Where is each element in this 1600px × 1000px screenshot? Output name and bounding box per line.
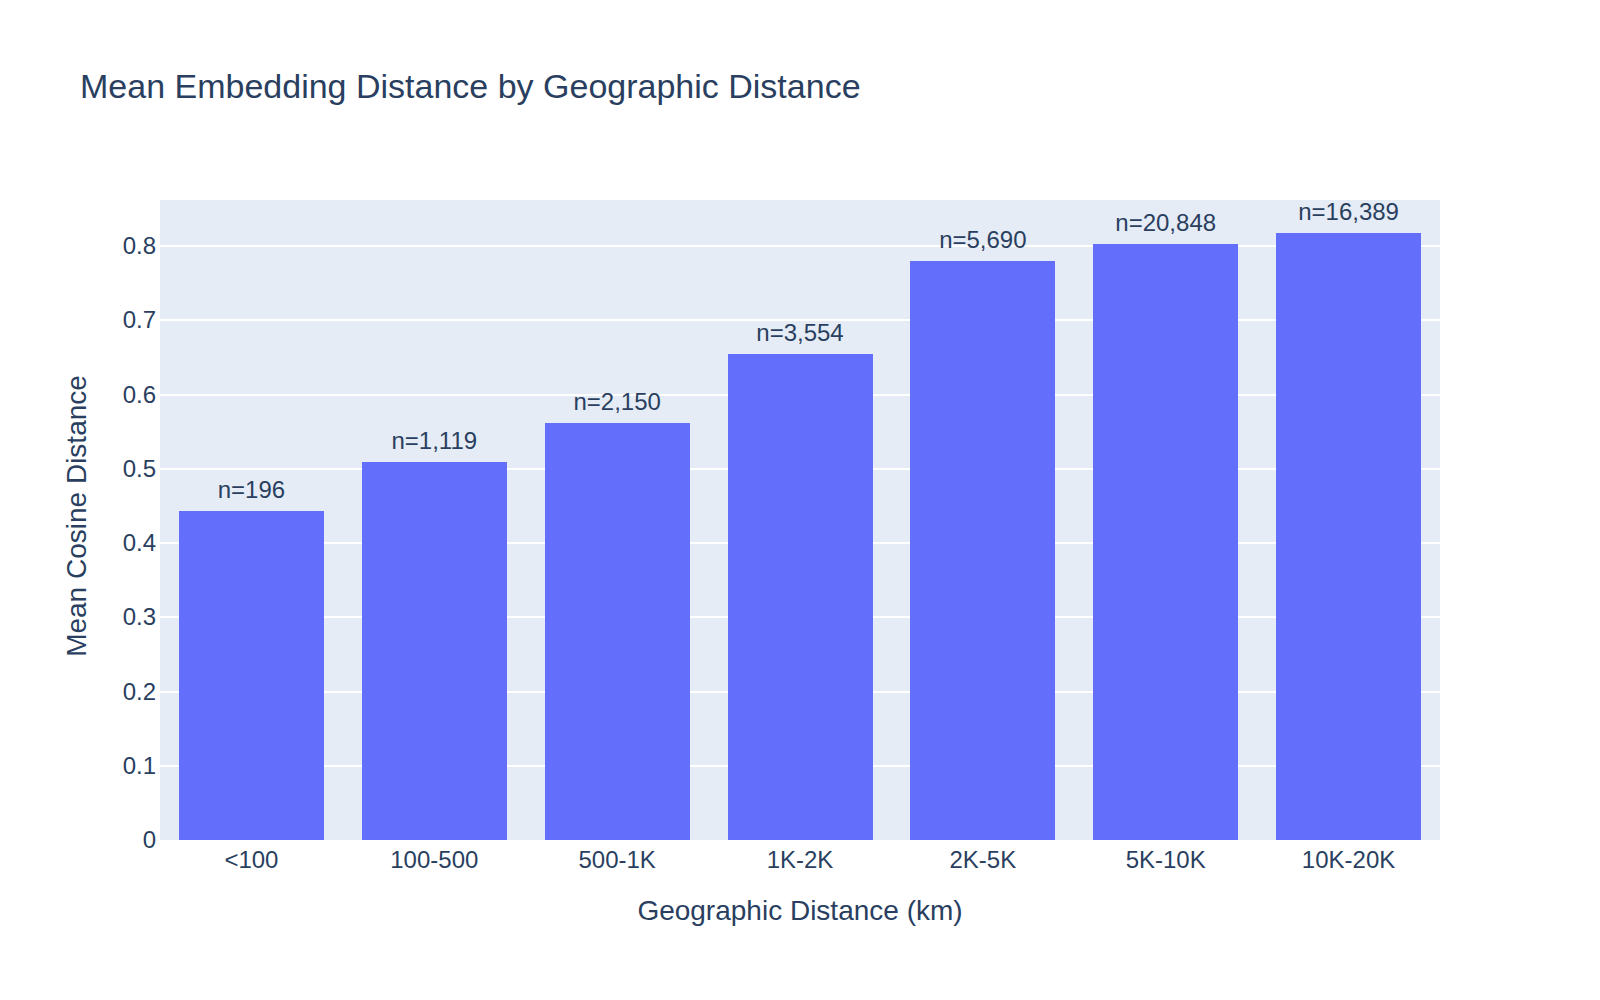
x-tick-label: 1K-2K [767,846,834,874]
bar-10K-20K [1276,233,1421,840]
bar-count-label: n=20,848 [1115,209,1216,236]
x-tick-label: 2K-5K [949,846,1016,874]
bar-500-1K [545,423,690,840]
y-tick-label: 0.1 [123,752,156,780]
chart-title: Mean Embedding Distance by Geographic Di… [80,67,861,106]
bar-count-label: n=5,690 [939,226,1026,253]
y-gridline [160,245,1440,247]
y-tick-label: 0.8 [123,232,156,260]
x-tick-label: 5K-10K [1126,846,1206,874]
bar-count-label: n=196 [218,476,285,503]
x-axis-title: Geographic Distance (km) [160,895,1440,927]
y-tick-label: 0.4 [123,529,156,557]
y-tick-label: 0 [143,826,156,854]
bar-count-label: n=1,119 [391,427,477,454]
bar-5K-10K [1093,244,1238,840]
bar-100-500 [362,462,507,840]
bar-count-label: n=16,389 [1298,198,1399,225]
bar-chart: Mean Embedding Distance by Geographic Di… [0,0,1600,1000]
bar-count-label: n=2,150 [573,388,660,415]
y-axis-title: Mean Cosine Distance [61,375,93,657]
y-tick-label: 0.2 [123,678,156,706]
y-tick-label: 0.5 [123,455,156,483]
bar-2K-5K [910,261,1055,840]
bar-<100 [179,511,324,840]
x-tick-label: 10K-20K [1302,846,1395,874]
y-tick-label: 0.7 [123,306,156,334]
plot-area [160,200,1440,840]
y-tick-label: 0.3 [123,603,156,631]
x-tick-label: <100 [224,846,278,874]
x-tick-label: 100-500 [390,846,478,874]
bar-1K-2K [728,354,873,840]
x-tick-label: 500-1K [578,846,655,874]
y-tick-label: 0.6 [123,381,156,409]
bar-count-label: n=3,554 [756,319,843,346]
